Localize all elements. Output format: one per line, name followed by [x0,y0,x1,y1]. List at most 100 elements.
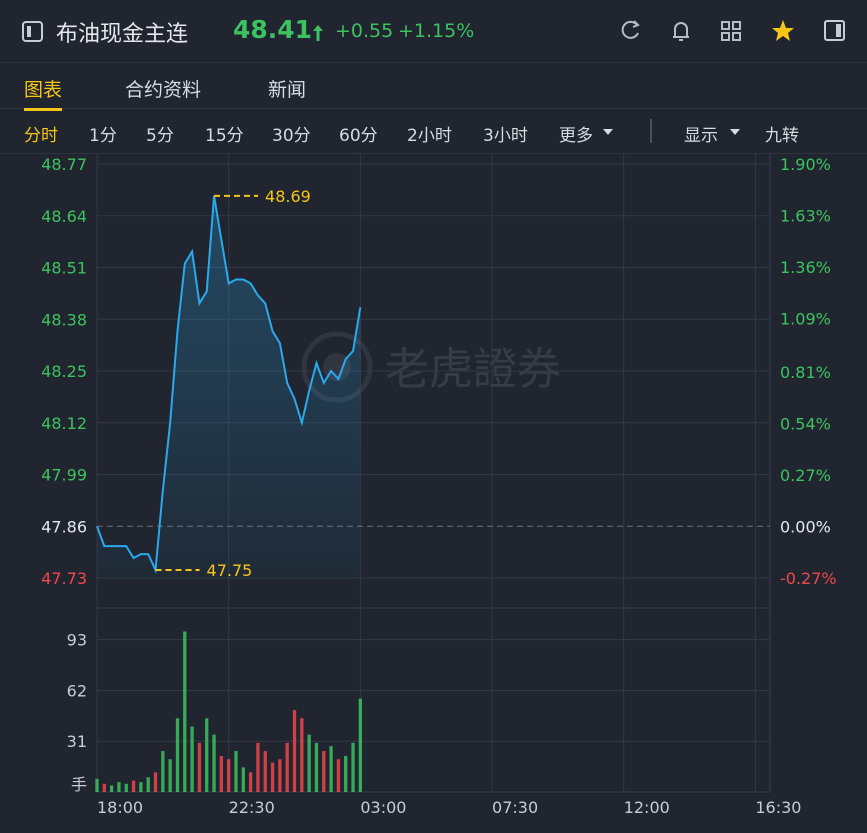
tab[interactable]: 新闻 [268,79,307,101]
y2-tick-label: 0.00% [780,517,831,536]
volume-bar [351,742,355,792]
y-tick-label: 48.12 [41,414,87,433]
timeframe[interactable]: 30分 [272,126,311,146]
volume-bar [241,767,245,792]
y2-tick-label: 1.36% [780,258,831,277]
volume-bar [183,631,187,792]
timeframe[interactable]: 3小时 [483,126,528,146]
tab[interactable]: 图表 [24,75,63,111]
volume-bar [146,777,150,792]
grid-icon[interactable] [721,21,741,41]
tab[interactable]: 合约资料 [125,79,202,101]
y2-tick-label: 0.81% [780,363,831,382]
volume-bar [307,734,311,792]
x-tick-label: 07:30 [492,798,538,817]
timeframe[interactable]: 60分 [339,126,378,146]
volume-bar [285,742,289,792]
timeframe[interactable]: 1分 [89,126,117,146]
y-tick-label: 93 [67,631,87,650]
y-tick-label: 48.38 [41,310,87,329]
volume-bar [117,782,121,792]
volume-bar [344,755,348,792]
volume-bar [197,742,202,792]
timeframe[interactable]: 分时 [24,126,58,146]
volume-bar [219,755,224,792]
chart: 老虎證券 18:00 22:30 03:00 07:30 12:00 16:30 48.77… [41,154,837,817]
volume-bar [278,759,282,792]
price-area [97,195,361,578]
y2-tick-label: -0.27% [780,569,837,588]
volume-bar [95,778,99,792]
tabs: 图表 合约资料 新闻 [0,63,867,111]
volume-bar [292,710,297,792]
volume-bar [270,762,275,792]
volume-bar [336,759,341,792]
y-tick-label: 31 [67,732,87,751]
volume-bar [234,751,238,792]
y2-tick-label: 0.27% [780,466,831,485]
x-tick-label: 12:00 [624,798,670,817]
volume-bar [153,772,158,792]
change-pct: +1.15% [398,20,475,42]
price-line [96,195,362,574]
tool[interactable]: 九转 [765,126,799,146]
volume-bar [322,751,326,792]
y-tick-label: 47.73 [41,569,87,588]
volume-bar [124,783,128,792]
y2-tick-label: 1.90% [780,155,831,174]
toolbar-icons [621,20,845,41]
timeframe[interactable]: 更多 [559,126,593,146]
timeframe[interactable]: 2小时 [407,126,452,146]
header: 布油现金主连 48.41 +0.55 +1.15% [0,0,867,63]
caret [603,129,613,135]
timeframe[interactable]: 5分 [146,126,174,146]
y2-tick-label: 1.63% [780,207,831,226]
x-tick-label: 16:30 [755,798,801,817]
panel-icon[interactable] [824,20,845,41]
up-arrow [313,25,323,41]
y-tick-label: 48.51 [41,259,87,278]
volume-bar [358,698,362,792]
volume-bar [248,772,253,792]
x-tick-label: 03:00 [360,798,406,817]
volume-bar [263,751,267,792]
tool[interactable]: 显示 [684,126,718,146]
volume-bar [190,726,194,792]
timeframe[interactable]: 15分 [205,126,244,146]
y-tick-label: 48.25 [41,362,87,381]
star-icon[interactable] [772,20,794,41]
volume-bar [256,742,260,792]
volume-bar [300,718,304,792]
volume-bar [329,746,333,792]
separator [650,119,652,143]
bell-icon[interactable] [673,22,689,41]
timeframe-bar: 分时 1分 5分 15分 30分 60分 2小时 3小时 更多 显示 九转 [0,109,867,154]
volume-bar [168,759,172,792]
volume-bar [314,742,319,792]
y-tick-label: 62 [67,681,87,700]
volume-bar [212,734,216,792]
title: 布油现金主连 [56,22,189,47]
menu-icon[interactable] [22,21,44,43]
x-tick-label: 18:00 [97,798,143,817]
watermark: 老虎證券 [385,344,561,395]
volume-bar [131,780,136,792]
volume-unit: 手 [71,775,87,794]
caret [730,129,740,135]
volume-bar [227,759,231,792]
volume-bar [205,718,209,792]
y-tick-label: 47.86 [41,517,87,536]
price: 48.41 [233,15,313,44]
y2-tick-label: 0.54% [780,414,831,433]
volume-bar [109,785,114,792]
y2-tick-label: 1.09% [780,310,831,329]
volume-bar [139,782,143,792]
volume-bar [102,783,106,792]
y-tick-label: 47.99 [41,466,87,485]
refresh-icon[interactable] [621,20,640,39]
y-tick-label: 48.64 [41,207,87,226]
volume-bar [161,751,165,792]
volume-bar [175,718,180,792]
change: +0.55 [335,20,394,42]
